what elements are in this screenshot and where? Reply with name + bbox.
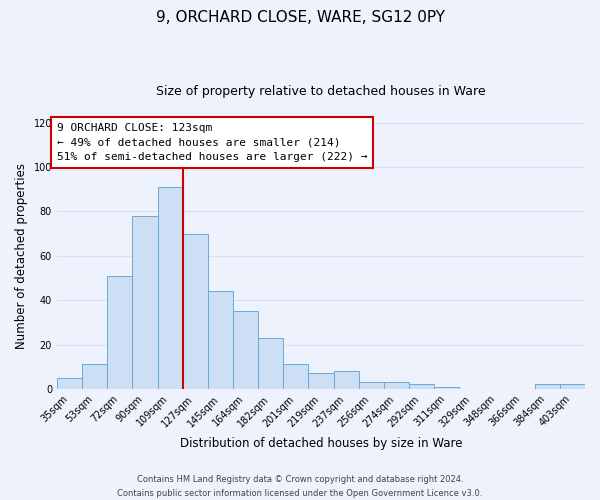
Text: 9, ORCHARD CLOSE, WARE, SG12 0PY: 9, ORCHARD CLOSE, WARE, SG12 0PY xyxy=(155,10,445,25)
Bar xyxy=(158,187,182,389)
Bar xyxy=(82,364,107,389)
X-axis label: Distribution of detached houses by size in Ware: Distribution of detached houses by size … xyxy=(180,437,462,450)
Bar xyxy=(182,234,208,389)
Bar xyxy=(208,292,233,389)
Bar xyxy=(133,216,158,389)
Bar xyxy=(308,374,334,389)
Y-axis label: Number of detached properties: Number of detached properties xyxy=(15,163,28,349)
Bar xyxy=(107,276,133,389)
Bar xyxy=(409,384,434,389)
Bar xyxy=(535,384,560,389)
Bar xyxy=(258,338,283,389)
Bar xyxy=(560,384,585,389)
Bar xyxy=(334,371,359,389)
Text: 9 ORCHARD CLOSE: 123sqm
← 49% of detached houses are smaller (214)
51% of semi-d: 9 ORCHARD CLOSE: 123sqm ← 49% of detache… xyxy=(57,123,367,162)
Bar xyxy=(283,364,308,389)
Title: Size of property relative to detached houses in Ware: Size of property relative to detached ho… xyxy=(156,85,486,98)
Bar xyxy=(434,386,459,389)
Bar xyxy=(384,382,409,389)
Bar xyxy=(57,378,82,389)
Text: Contains HM Land Registry data © Crown copyright and database right 2024.
Contai: Contains HM Land Registry data © Crown c… xyxy=(118,476,482,498)
Bar xyxy=(359,382,384,389)
Bar xyxy=(233,312,258,389)
